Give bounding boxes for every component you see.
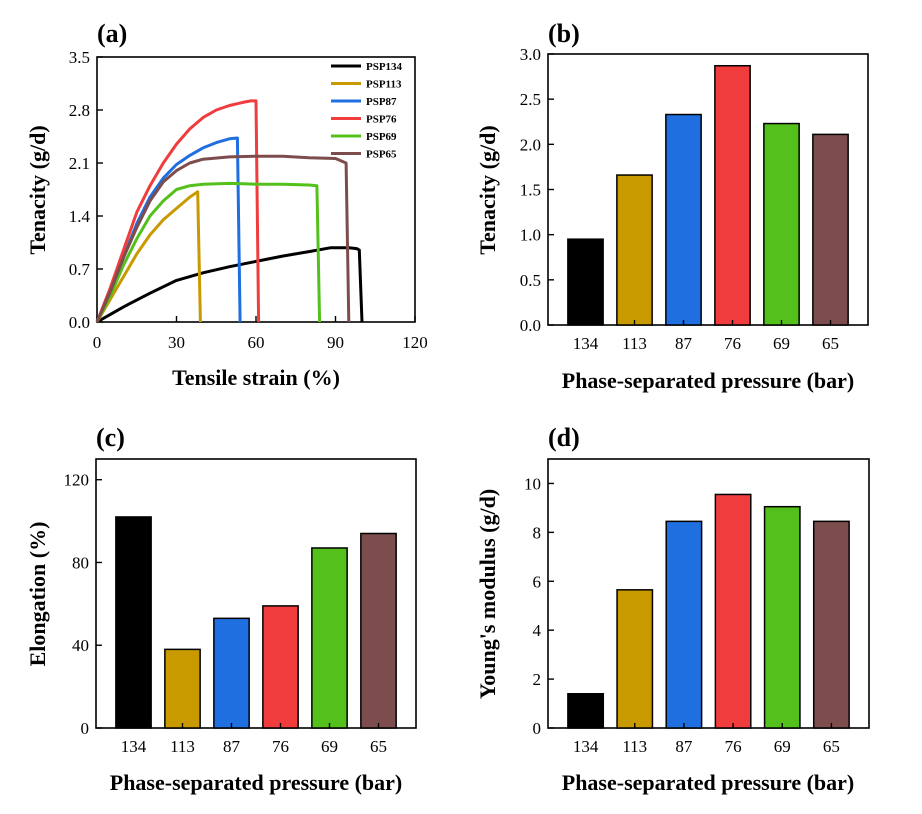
x-tick-label-d-76: 76 [725, 737, 742, 756]
bar-c-69 [311, 547, 348, 729]
bar-c-134 [115, 516, 152, 729]
panel-label-c: (c) [96, 423, 125, 452]
x-tick-label-b-113: 113 [622, 334, 647, 353]
x-tick-label-c-113: 113 [170, 737, 195, 756]
y-tick-label-d-6: 6 [533, 572, 542, 591]
legend-label-psp76: PSP76 [366, 114, 397, 126]
panel-d: (d) 0 2 4 6 8 10 Phase-separated pressure (bar)… [475, 423, 870, 795]
y-tick-label-d-4: 4 [533, 621, 542, 640]
legend-label-psp113: PSP113 [366, 79, 402, 91]
y-tick-label-b-3_0: 3.0 [520, 45, 541, 64]
x-tick-label-b-134: 134 [573, 334, 599, 353]
bar-d-134 [567, 693, 605, 729]
series-line-psp65 [95, 154, 351, 323]
plot-frame-c [95, 458, 417, 729]
y-axis-label-b: Tenacity (g/d) [475, 125, 500, 254]
series-line-psp134 [96, 246, 364, 324]
x-tick-label-d-65: 65 [823, 737, 840, 756]
bar-c-87 [213, 617, 250, 729]
y-tick-label-c-120: 120 [64, 471, 90, 490]
y-tick-label-a-1_4: 1.4 [69, 207, 91, 226]
bar-b-87 [665, 113, 702, 326]
y-tick-label-b-2_5: 2.5 [520, 90, 541, 109]
bar-b-76 [714, 64, 751, 326]
y-tick-label-b-0_5: 0.5 [520, 271, 541, 290]
legend-label-psp87: PSP87 [366, 96, 397, 108]
panel-label-d: (d) [548, 423, 580, 452]
bar-d-113 [616, 589, 654, 729]
x-axis-label-a: Tensile strain (%) [172, 365, 340, 390]
y-tick-label-c-80: 80 [72, 553, 89, 572]
x-axis-label-b: Phase-separated pressure (bar) [562, 368, 855, 393]
bar-d-76 [714, 493, 752, 729]
bar-d-65 [812, 520, 850, 729]
y-tick-label-b-1_5: 1.5 [520, 181, 541, 200]
series-line-psp87 [95, 136, 242, 323]
y-tick-label-a-0_0: 0.0 [69, 313, 90, 332]
x-tick-label-d-134: 134 [573, 737, 599, 756]
x-tick-label-b-76: 76 [724, 334, 741, 353]
y-axis-label-a: Tenacity (g/d) [25, 125, 50, 254]
x-tick-label-c-69: 69 [321, 737, 338, 756]
panel-label-a: (a) [97, 19, 127, 48]
x-tick-label-d-113: 113 [622, 737, 647, 756]
y-tick-label-d-10: 10 [524, 474, 541, 493]
y-tick-label-d-0: 0 [533, 719, 542, 738]
y-tick-label-d-2: 2 [533, 670, 542, 689]
y-tick-label-b-1_0: 1.0 [520, 226, 541, 245]
x-tick-label-a-0: 0 [93, 333, 102, 352]
y-tick-label-d-8: 8 [533, 523, 542, 542]
series-line-psp113 [95, 190, 202, 323]
x-tick-label-d-69: 69 [774, 737, 791, 756]
y-tick-label-b-0_0: 0.0 [520, 316, 541, 335]
series-line-psp69 [95, 181, 322, 323]
x-tick-label-a-90: 90 [327, 333, 344, 352]
y-tick-label-a-2_1: 2.1 [69, 154, 90, 173]
x-tick-label-c-65: 65 [370, 737, 387, 756]
plot-frame-d [547, 458, 870, 729]
y-tick-label-b-2_0: 2.0 [520, 135, 541, 154]
series-line-psp76 [95, 99, 261, 323]
legend-label-psp134: PSP134 [366, 61, 403, 73]
bar-b-69 [763, 122, 800, 326]
x-tick-label-d-87: 87 [675, 737, 693, 756]
x-tick-label-b-65: 65 [822, 334, 839, 353]
panel-c: (c) 0 40 80 120 Phase-separated pressure (bar… [25, 423, 417, 795]
bar-b-134 [567, 238, 604, 326]
bar-b-65 [812, 133, 849, 326]
bar-b-113 [616, 174, 653, 326]
bar-c-113 [164, 648, 201, 729]
x-axis-label-d: Phase-separated pressure (bar) [562, 770, 855, 795]
legend-label-psp69: PSP69 [366, 131, 397, 143]
y-tick-label-a-2_8: 2.8 [69, 101, 90, 120]
x-tick-label-a-30: 30 [168, 333, 185, 352]
y-tick-label-c-0: 0 [81, 719, 90, 738]
panel-label-b: (b) [548, 19, 580, 48]
x-tick-label-a-60: 60 [248, 333, 265, 352]
x-tick-label-b-69: 69 [773, 334, 790, 353]
x-tick-label-b-87: 87 [675, 334, 693, 353]
x-axis-label-c: Phase-separated pressure (bar) [110, 770, 403, 795]
y-axis-label-d: Young's modulus (g/d) [475, 489, 500, 699]
x-tick-label-c-134: 134 [121, 737, 147, 756]
legend: PSP134 PSP113 PSP87 PSP76 PSP69 PSP65 [331, 61, 403, 161]
x-tick-label-c-87: 87 [223, 737, 241, 756]
y-tick-label-c-40: 40 [72, 636, 89, 655]
y-tick-label-a-0_7: 0.7 [69, 260, 91, 279]
bar-c-65 [360, 532, 397, 729]
y-tick-label-a-3_5: 3.5 [69, 48, 90, 67]
bar-d-69 [763, 505, 801, 729]
bar-c-76 [262, 605, 299, 729]
x-tick-label-c-76: 76 [272, 737, 289, 756]
legend-label-psp65: PSP65 [366, 149, 397, 161]
bar-d-87 [665, 520, 703, 729]
panel-a: (a) 0.0 0.7 1.4 2.1 2.8 3.5 Tensile strain (%) T… [25, 19, 428, 390]
panel-b: (b) 0.0 0.5 1.0 1.5 2.0 2.5 3.0 Phase-separated … [475, 19, 869, 393]
y-axis-label-c: Elongation (%) [25, 522, 50, 667]
x-tick-label-a-120: 120 [402, 333, 428, 352]
